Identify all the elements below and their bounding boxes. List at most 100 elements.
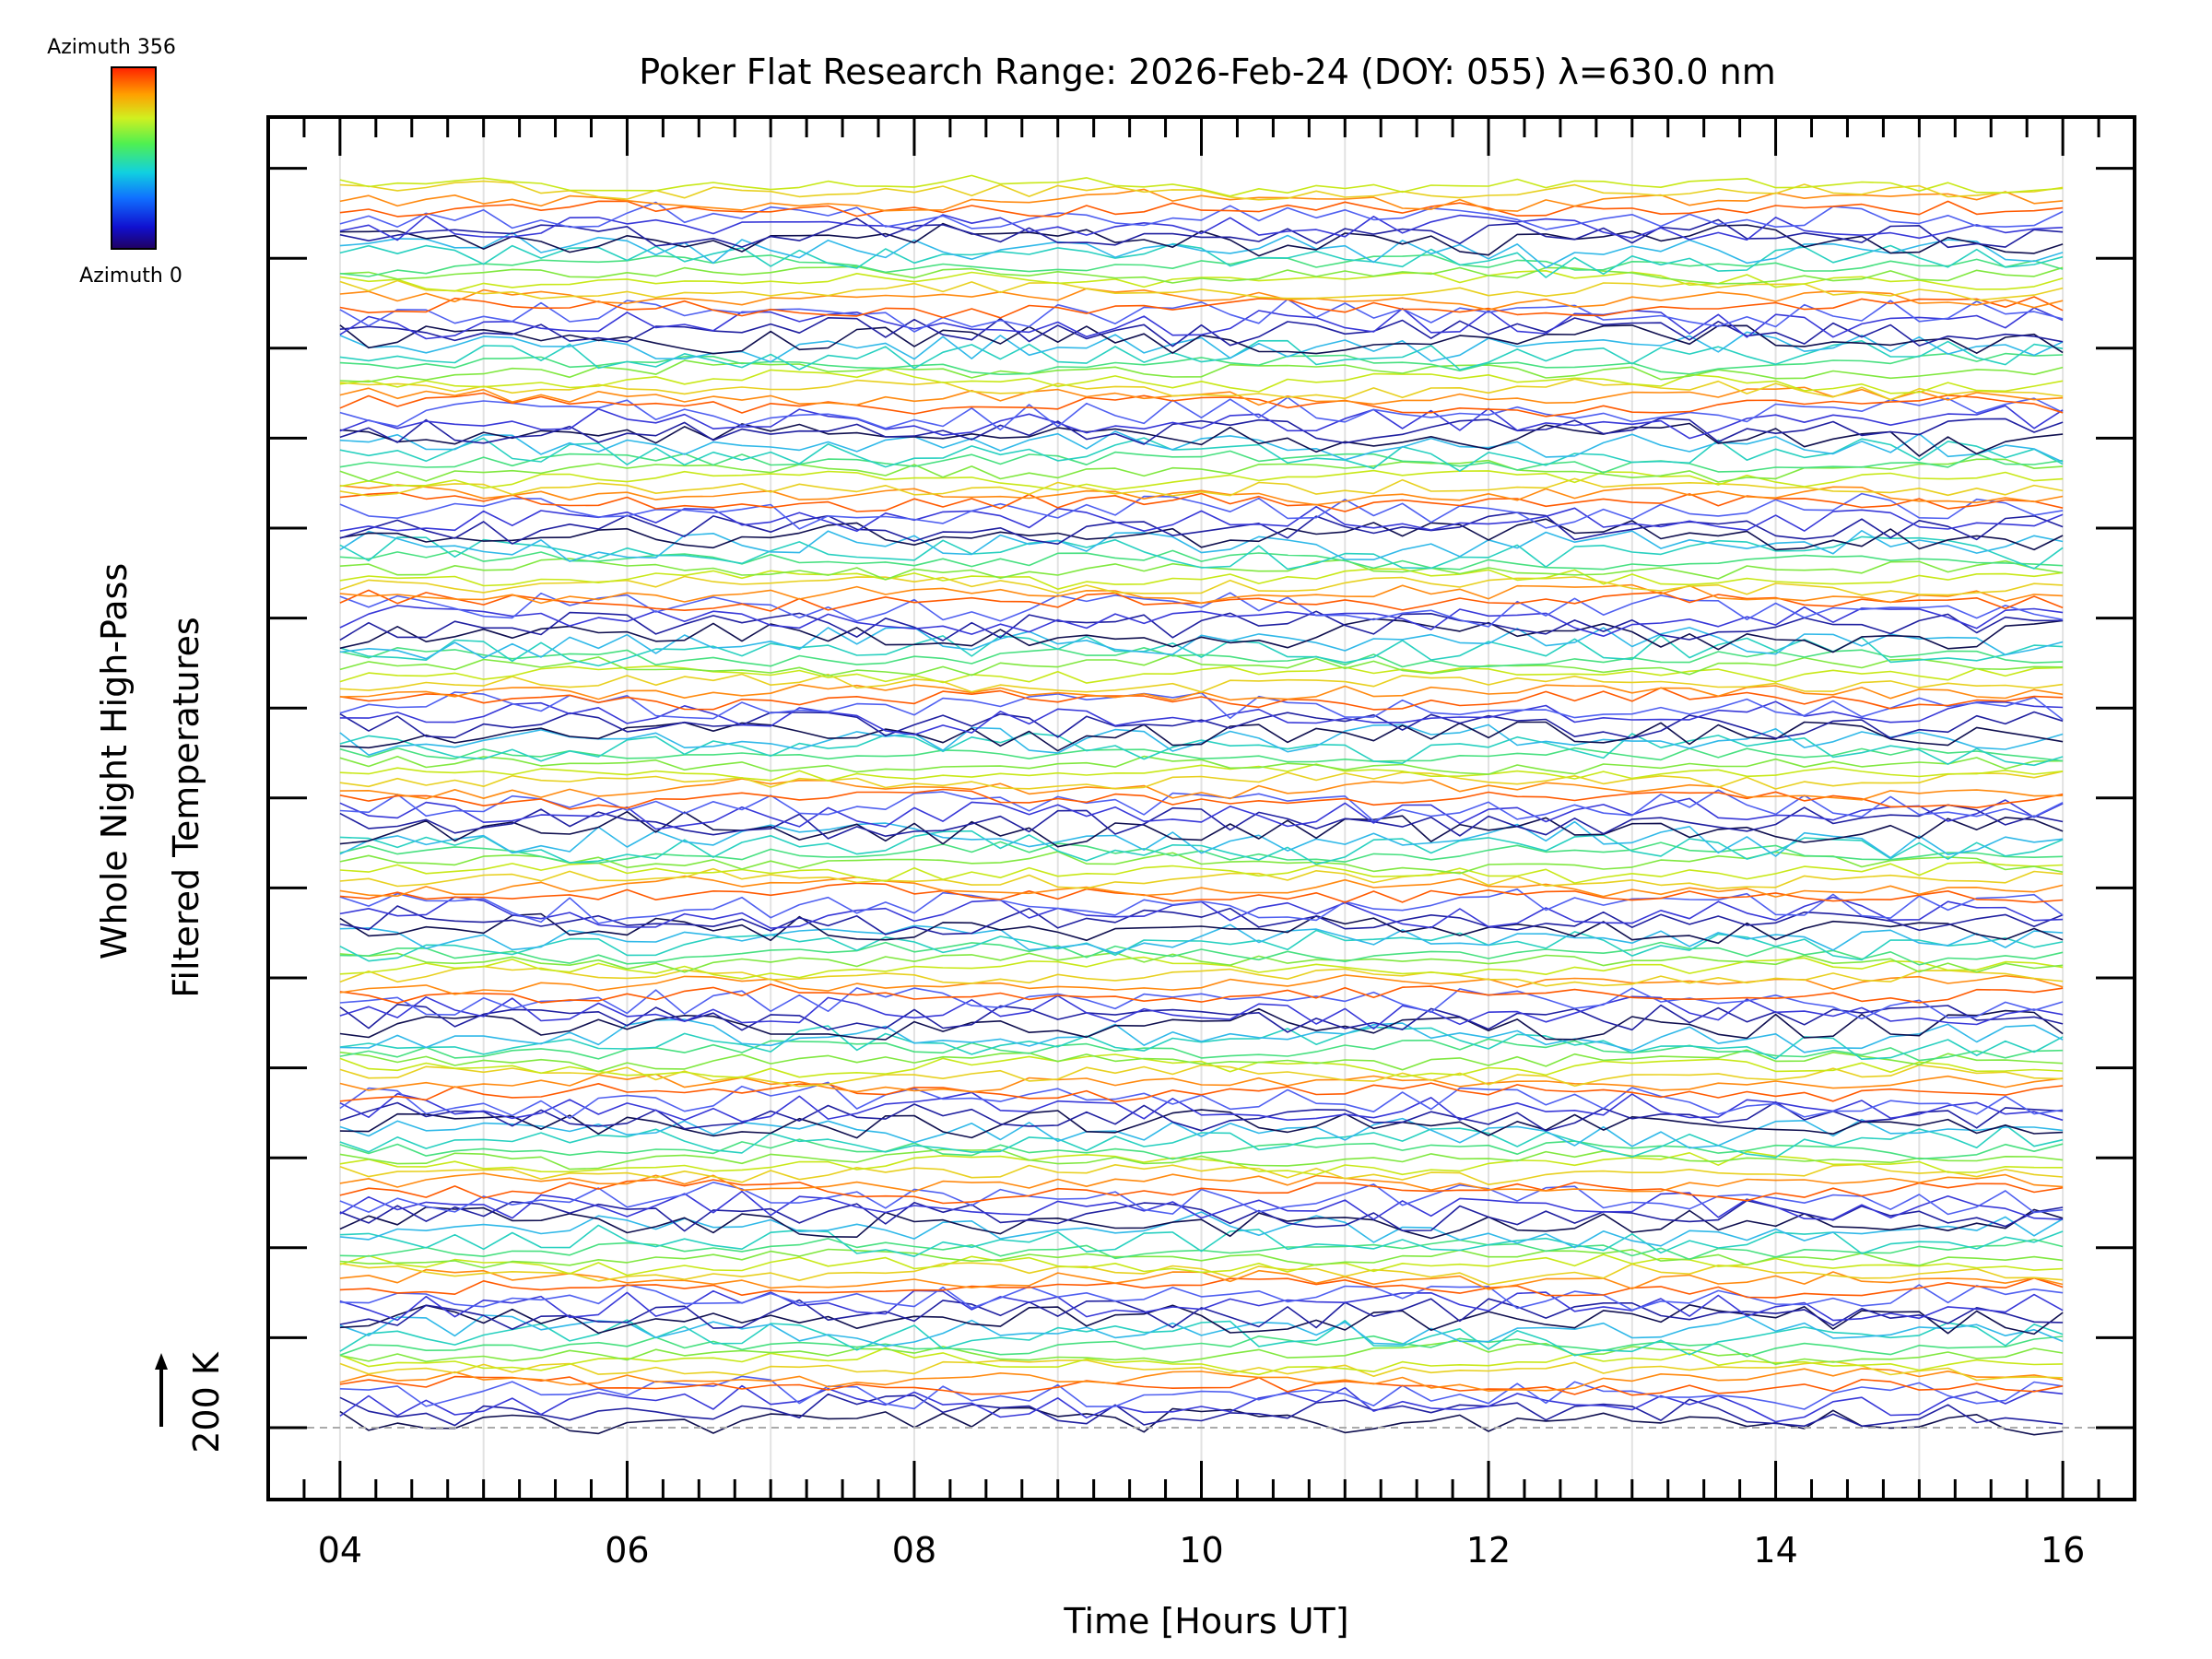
- series-line: [339, 1298, 2064, 1330]
- series-line: [339, 458, 2064, 483]
- series-line: [339, 691, 2064, 721]
- series-line: [339, 929, 2064, 962]
- series-line: [339, 610, 2064, 641]
- series-line: [339, 1117, 2064, 1149]
- series-line: [339, 1179, 2064, 1205]
- x-tick-label: 14: [1753, 1530, 1797, 1571]
- series-line: [339, 288, 2064, 312]
- series-line: [339, 1073, 2064, 1093]
- series-line: [339, 634, 2064, 667]
- series-line: [339, 1339, 2064, 1365]
- series-line: [339, 265, 2064, 285]
- series-line: [339, 1384, 2064, 1423]
- scale-bar-arrowhead: [155, 1353, 168, 1370]
- series-line: [339, 711, 2064, 739]
- series-line: [339, 307, 2064, 340]
- series-line: [339, 1053, 2064, 1078]
- series-line: [339, 392, 2064, 418]
- x-tick-label: 12: [1466, 1530, 1511, 1571]
- scale-bar-label: 200 K: [186, 1351, 227, 1453]
- series-line: [339, 1289, 2064, 1322]
- series-line: [339, 491, 2064, 512]
- series-line: [339, 180, 2064, 201]
- series-line: [339, 665, 2064, 684]
- series-line: [339, 1277, 2064, 1299]
- series-line: [339, 568, 2064, 591]
- series-line: [339, 1007, 2064, 1041]
- series-line: [339, 296, 2064, 319]
- series-line: [339, 222, 2064, 257]
- series-line: [339, 755, 2064, 775]
- x-tick-labels: 04 06 08 10 12 14 16: [318, 1530, 2086, 1571]
- series-line: [339, 804, 2064, 840]
- series-line: [339, 956, 2064, 980]
- series-line: [339, 331, 2064, 363]
- series-line: [339, 626, 2064, 660]
- series-line: [339, 1375, 2064, 1410]
- series-line: [339, 1238, 2064, 1261]
- series-line: [339, 1319, 2064, 1357]
- series-line: [339, 1172, 2064, 1193]
- series-line: [339, 965, 2064, 987]
- series-line: [339, 484, 2064, 506]
- series-line: [339, 1148, 2064, 1171]
- series-line: [339, 797, 2064, 830]
- series-line: [339, 771, 2064, 790]
- series-line: [339, 279, 2064, 301]
- series-line: [339, 882, 2064, 903]
- series-line: [339, 1190, 2064, 1220]
- series-line: [339, 1064, 2064, 1088]
- series-line: [339, 1368, 2064, 1392]
- series-line: [339, 1393, 2064, 1428]
- series-line: [339, 549, 2064, 571]
- series-line: [339, 1124, 2064, 1159]
- series-line: [339, 405, 2064, 440]
- series-line: [339, 1138, 2064, 1160]
- series-line: [339, 430, 2064, 463]
- series-line: [339, 1211, 2064, 1249]
- series-line: [339, 987, 2064, 1020]
- x-tick-label: 16: [2041, 1530, 2085, 1571]
- series-line: [339, 575, 2064, 596]
- series-line: [339, 974, 2064, 995]
- series-line: [339, 1091, 2064, 1123]
- series-line: [339, 875, 2064, 898]
- series-line: [339, 492, 2064, 530]
- series-line: [339, 417, 2064, 445]
- series-line: [339, 1347, 2064, 1376]
- series-line: [339, 477, 2064, 497]
- series-line: [339, 732, 2064, 767]
- series-line: [339, 646, 2064, 668]
- series-line: [339, 1206, 2064, 1240]
- series-line: [339, 378, 2064, 401]
- series-line: [339, 359, 2064, 383]
- series-line: [339, 951, 2064, 973]
- series-line: [339, 861, 2064, 884]
- series-line: [339, 888, 2064, 924]
- series-line: [339, 298, 2064, 333]
- series-line: [339, 700, 2064, 735]
- series-line: [339, 1182, 2064, 1216]
- series-line: [339, 339, 2064, 371]
- series-line: [339, 820, 2064, 859]
- series-line: [339, 505, 2064, 533]
- series-line: [339, 983, 2064, 1005]
- series-line: [339, 535, 2064, 571]
- y-axis-label-line1: Whole Night High-Pass: [94, 563, 135, 959]
- x-tick-label: 04: [318, 1530, 362, 1571]
- series-line: [339, 1082, 2064, 1103]
- series-line: [339, 1253, 2064, 1277]
- series-line: [339, 763, 2064, 782]
- azimuth-colorbar: [111, 66, 157, 250]
- series-line: [339, 724, 2064, 757]
- series-line: [339, 592, 2064, 628]
- series-line: [339, 1224, 2064, 1257]
- series-line: [339, 905, 2064, 935]
- series-line: [339, 529, 2064, 562]
- x-tick-label: 10: [1179, 1530, 1223, 1571]
- chart-title: Poker Flat Research Range: 2026-Feb-24 (…: [639, 52, 1775, 92]
- series-line: [339, 214, 2064, 241]
- series-line: [339, 673, 2064, 693]
- series-line: [339, 242, 2064, 278]
